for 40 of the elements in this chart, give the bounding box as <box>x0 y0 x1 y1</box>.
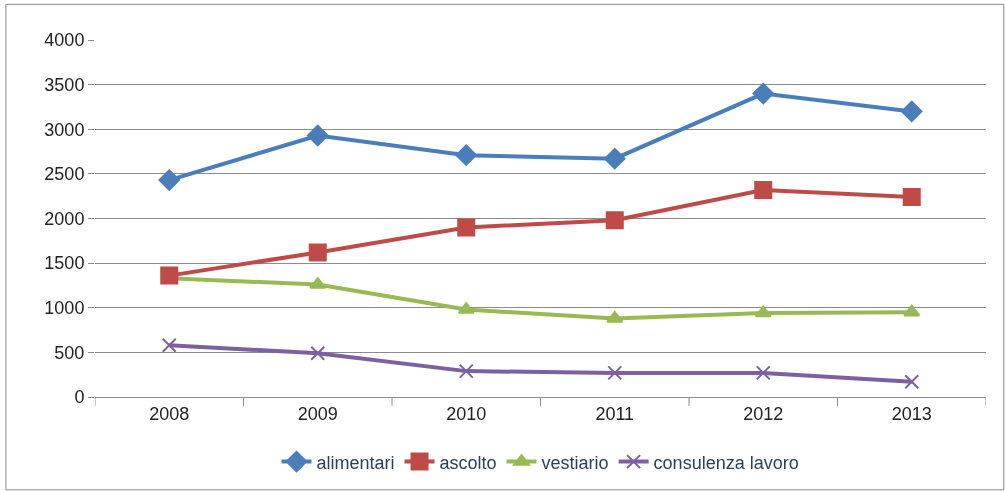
point <box>308 243 327 262</box>
x-tick-label: 2013 <box>891 403 932 424</box>
point <box>904 374 920 390</box>
y-tick-label: 3500 <box>44 74 85 95</box>
legend-label: ascolto <box>439 452 497 473</box>
point <box>307 124 329 147</box>
point <box>605 211 624 230</box>
x-tick-label: 2010 <box>446 403 487 424</box>
legend-label: consulenza lavoro <box>653 452 799 473</box>
point <box>903 304 921 317</box>
x-tick-label: 2009 <box>297 403 338 424</box>
point <box>310 345 326 361</box>
point <box>901 100 923 123</box>
legend-label: vestiario <box>541 452 609 473</box>
point <box>161 337 177 353</box>
y-tick-label: 4000 <box>44 30 85 51</box>
point <box>752 82 774 105</box>
point <box>604 147 626 170</box>
y-tick-label: 2000 <box>44 208 85 229</box>
x-tick-label: 2011 <box>595 403 635 424</box>
y-tick-label: 0 <box>74 387 85 408</box>
point <box>754 305 772 318</box>
point <box>755 365 771 381</box>
point <box>458 363 474 379</box>
point <box>607 365 623 381</box>
y-tick-label: 2500 <box>44 164 85 185</box>
x-tick-label: 2008 <box>149 403 190 424</box>
y-tick-label: 3000 <box>44 119 85 140</box>
point <box>160 266 179 285</box>
point <box>902 188 921 207</box>
point <box>457 218 476 237</box>
point <box>158 169 180 191</box>
point <box>606 310 624 323</box>
point <box>754 180 773 199</box>
y-tick-label: 1500 <box>44 253 85 274</box>
legend-label: alimentari <box>316 452 395 473</box>
y-tick-label: 1000 <box>44 298 85 319</box>
x-tick-label: 2012 <box>743 403 784 424</box>
y-tick-label: 500 <box>54 342 85 363</box>
point <box>455 144 477 166</box>
